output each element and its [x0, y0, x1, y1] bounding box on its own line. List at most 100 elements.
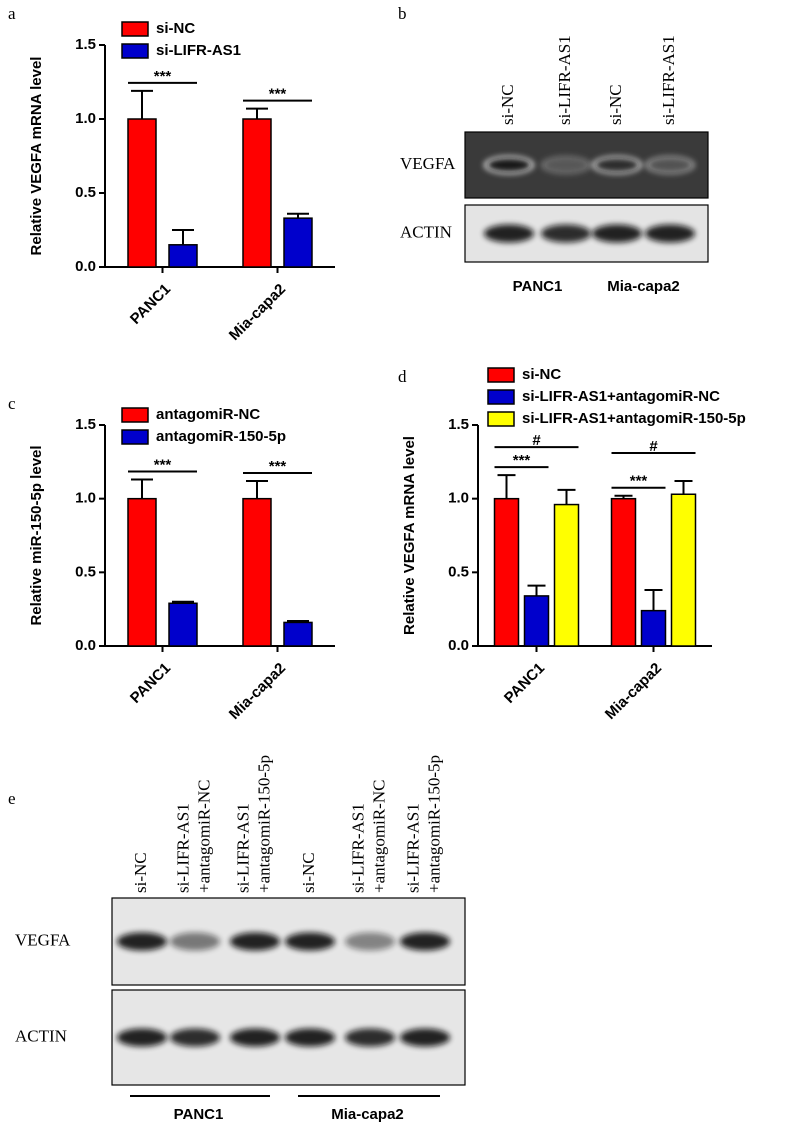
row-label: VEGFA: [15, 930, 71, 949]
x-tick-label: Mia-capa2: [226, 660, 289, 723]
legend-swatch: [121, 21, 149, 37]
lane-label: si-LIFR-AS1: [659, 35, 678, 125]
significance-label: ***: [154, 456, 172, 473]
legend-swatch: [121, 429, 149, 445]
y-axis-title: Relative VEGFA mRNA level: [28, 57, 45, 256]
blot-band: [544, 158, 588, 172]
bar: [610, 497, 637, 647]
panel-letter: c: [8, 394, 16, 413]
lane-label: si-LIFR-AS1: [555, 35, 574, 125]
bar: [640, 609, 667, 647]
blot-band: [400, 932, 450, 951]
y-tick-label: 0.5: [75, 184, 96, 201]
row-label: VEGFA: [400, 154, 456, 173]
significance-label: #: [532, 432, 541, 449]
legend-label: si-LIFR-AS1+antagomiR-150-5p: [522, 410, 746, 427]
legend-label: si-NC: [522, 366, 561, 383]
blot-band: [285, 932, 335, 951]
y-axis-title: Relative miR-150-5p level: [28, 445, 45, 625]
blot-band: [592, 224, 642, 243]
legend-label: si-NC: [156, 20, 195, 37]
y-tick-label: 0.0: [75, 637, 96, 654]
y-tick-label: 0.5: [75, 563, 96, 580]
legend-label: si-LIFR-AS1: [156, 42, 241, 59]
blot-band: [487, 158, 531, 172]
lane-label: +antagomiR-150-5p: [424, 755, 443, 893]
lane-label: si-NC: [131, 852, 150, 893]
lane-label: si-NC: [606, 84, 625, 125]
blot-band: [345, 1028, 395, 1047]
blot-band: [117, 932, 167, 951]
y-tick-label: 0.0: [448, 637, 469, 654]
bar: [283, 217, 313, 268]
lane-label: +antagomiR-NC: [369, 780, 388, 893]
blot-band: [484, 224, 534, 243]
legend-swatch: [487, 411, 515, 427]
y-tick-label: 1.0: [75, 490, 96, 507]
significance-label: ***: [269, 86, 287, 103]
legend-label: antagomiR-NC: [156, 406, 260, 423]
lane-label: si-LIFR-AS1: [173, 803, 192, 893]
panel-letter: b: [398, 4, 407, 23]
blot-band: [541, 224, 591, 243]
y-tick-label: 1.5: [448, 416, 469, 433]
significance-label: ***: [154, 68, 172, 85]
y-tick-label: 0.0: [75, 258, 96, 275]
blot-band: [595, 158, 639, 172]
blot-band: [170, 1028, 220, 1047]
bar: [493, 497, 520, 647]
bar: [127, 118, 157, 268]
y-tick-label: 1.5: [75, 416, 96, 433]
blot-band: [345, 932, 395, 951]
bar: [283, 621, 313, 647]
lane-label: si-NC: [498, 84, 517, 125]
legend-swatch: [487, 367, 515, 383]
lane-label: si-LIFR-AS1: [233, 803, 252, 893]
x-tick-label: Mia-capa2: [602, 660, 665, 723]
bar: [523, 595, 550, 647]
blot-band: [400, 1028, 450, 1047]
blot-band: [645, 224, 695, 243]
bar: [127, 497, 157, 647]
bar: [553, 503, 580, 647]
legend-swatch: [121, 43, 149, 59]
bar: [670, 493, 697, 647]
panel-letter: a: [8, 4, 16, 23]
y-tick-label: 1.0: [75, 110, 96, 127]
bar: [242, 118, 272, 268]
row-label: ACTIN: [400, 222, 452, 241]
group-label: PANC1: [513, 278, 563, 295]
lane-label: si-LIFR-AS1: [348, 803, 367, 893]
blot-band: [285, 1028, 335, 1047]
panel-letter: e: [8, 789, 16, 808]
y-axis-title: Relative VEGFA mRNA level: [401, 436, 418, 635]
y-tick-label: 1.0: [448, 490, 469, 507]
significance-label: ***: [513, 452, 531, 469]
bar: [242, 497, 272, 647]
y-tick-label: 1.5: [75, 36, 96, 53]
significance-label: ***: [630, 473, 648, 490]
x-tick-label: PANC1: [501, 660, 548, 707]
lane-label: +antagomiR-NC: [194, 780, 213, 893]
blot-band: [230, 1028, 280, 1047]
significance-label: #: [649, 438, 658, 455]
panel-letter: d: [398, 367, 407, 386]
bar: [168, 602, 198, 647]
group-label: PANC1: [174, 1106, 224, 1123]
legend-label: si-LIFR-AS1+antagomiR-NC: [522, 388, 720, 405]
legend-swatch: [487, 389, 515, 405]
legend-swatch: [121, 407, 149, 423]
blot-band: [170, 932, 220, 951]
row-label: ACTIN: [15, 1026, 67, 1045]
blot-band: [648, 158, 692, 172]
blot-band: [117, 1028, 167, 1047]
x-tick-label: Mia-capa2: [226, 281, 289, 344]
group-label: Mia-capa2: [607, 278, 680, 295]
x-tick-label: PANC1: [127, 281, 174, 328]
lane-label: +antagomiR-150-5p: [254, 755, 273, 893]
lane-label: si-LIFR-AS1: [403, 803, 422, 893]
x-tick-label: PANC1: [127, 660, 174, 707]
significance-label: ***: [269, 458, 287, 475]
group-label: Mia-capa2: [331, 1106, 404, 1123]
